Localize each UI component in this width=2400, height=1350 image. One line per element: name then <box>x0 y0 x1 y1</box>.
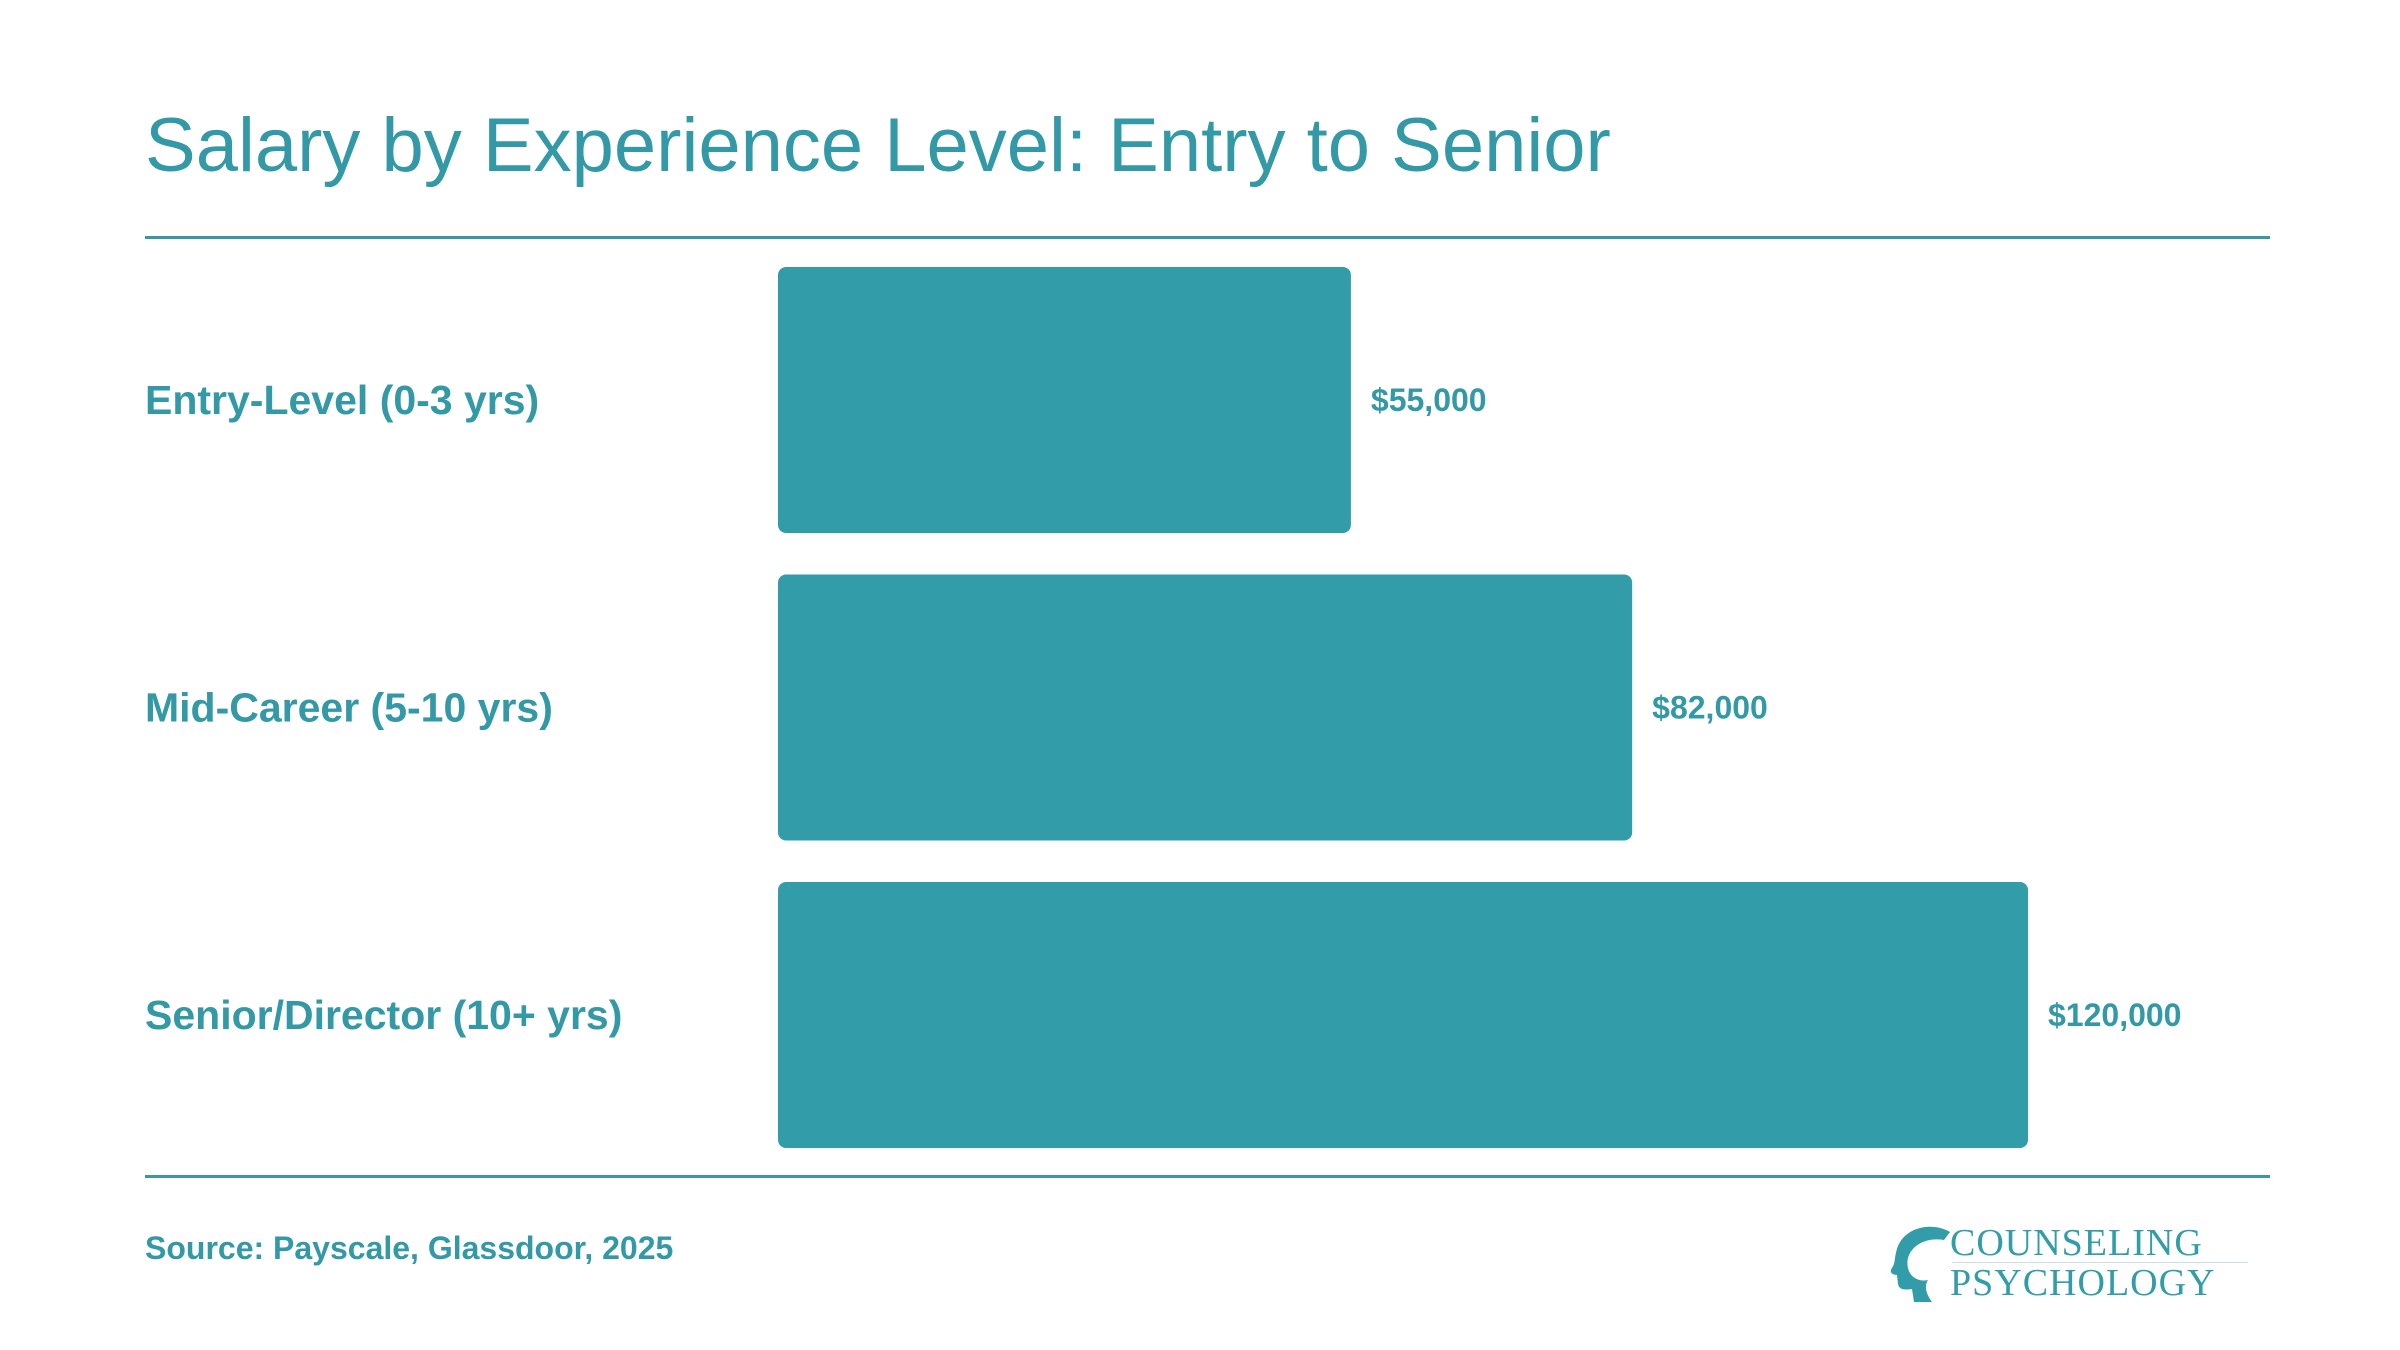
logo-text-psychology: PSYCHOLOGY <box>1950 1262 2216 1304</box>
head-silhouette-icon <box>1890 1226 1950 1302</box>
bar <box>778 267 1351 533</box>
logo: COUNSELING PSYCHOLOGY <box>1888 1218 2250 1306</box>
value-label: $120,000 <box>2048 997 2181 1033</box>
source-note: Source: Payscale, Glassdoor, 2025 <box>145 1230 674 1266</box>
category-label: Senior/Director (10+ yrs) <box>145 992 622 1038</box>
bottom-divider <box>145 1175 2270 1178</box>
value-label: $55,000 <box>1371 382 1487 418</box>
logo-divider <box>1952 1262 2248 1263</box>
category-label: Mid-Career (5-10 yrs) <box>145 685 553 731</box>
value-label: $82,000 <box>1652 690 1768 726</box>
chart-title: Salary by Experience Level: Entry to Sen… <box>145 103 1611 188</box>
category-label: Entry-Level (0-3 yrs) <box>145 377 539 423</box>
top-divider <box>145 236 2270 239</box>
chart-marks: Entry-Level (0-3 yrs) $55,000 Mid-Career (… <box>145 267 2181 1148</box>
bar <box>778 882 2028 1148</box>
logo-text-counseling: COUNSELING <box>1950 1222 2203 1264</box>
bar <box>778 574 1633 841</box>
